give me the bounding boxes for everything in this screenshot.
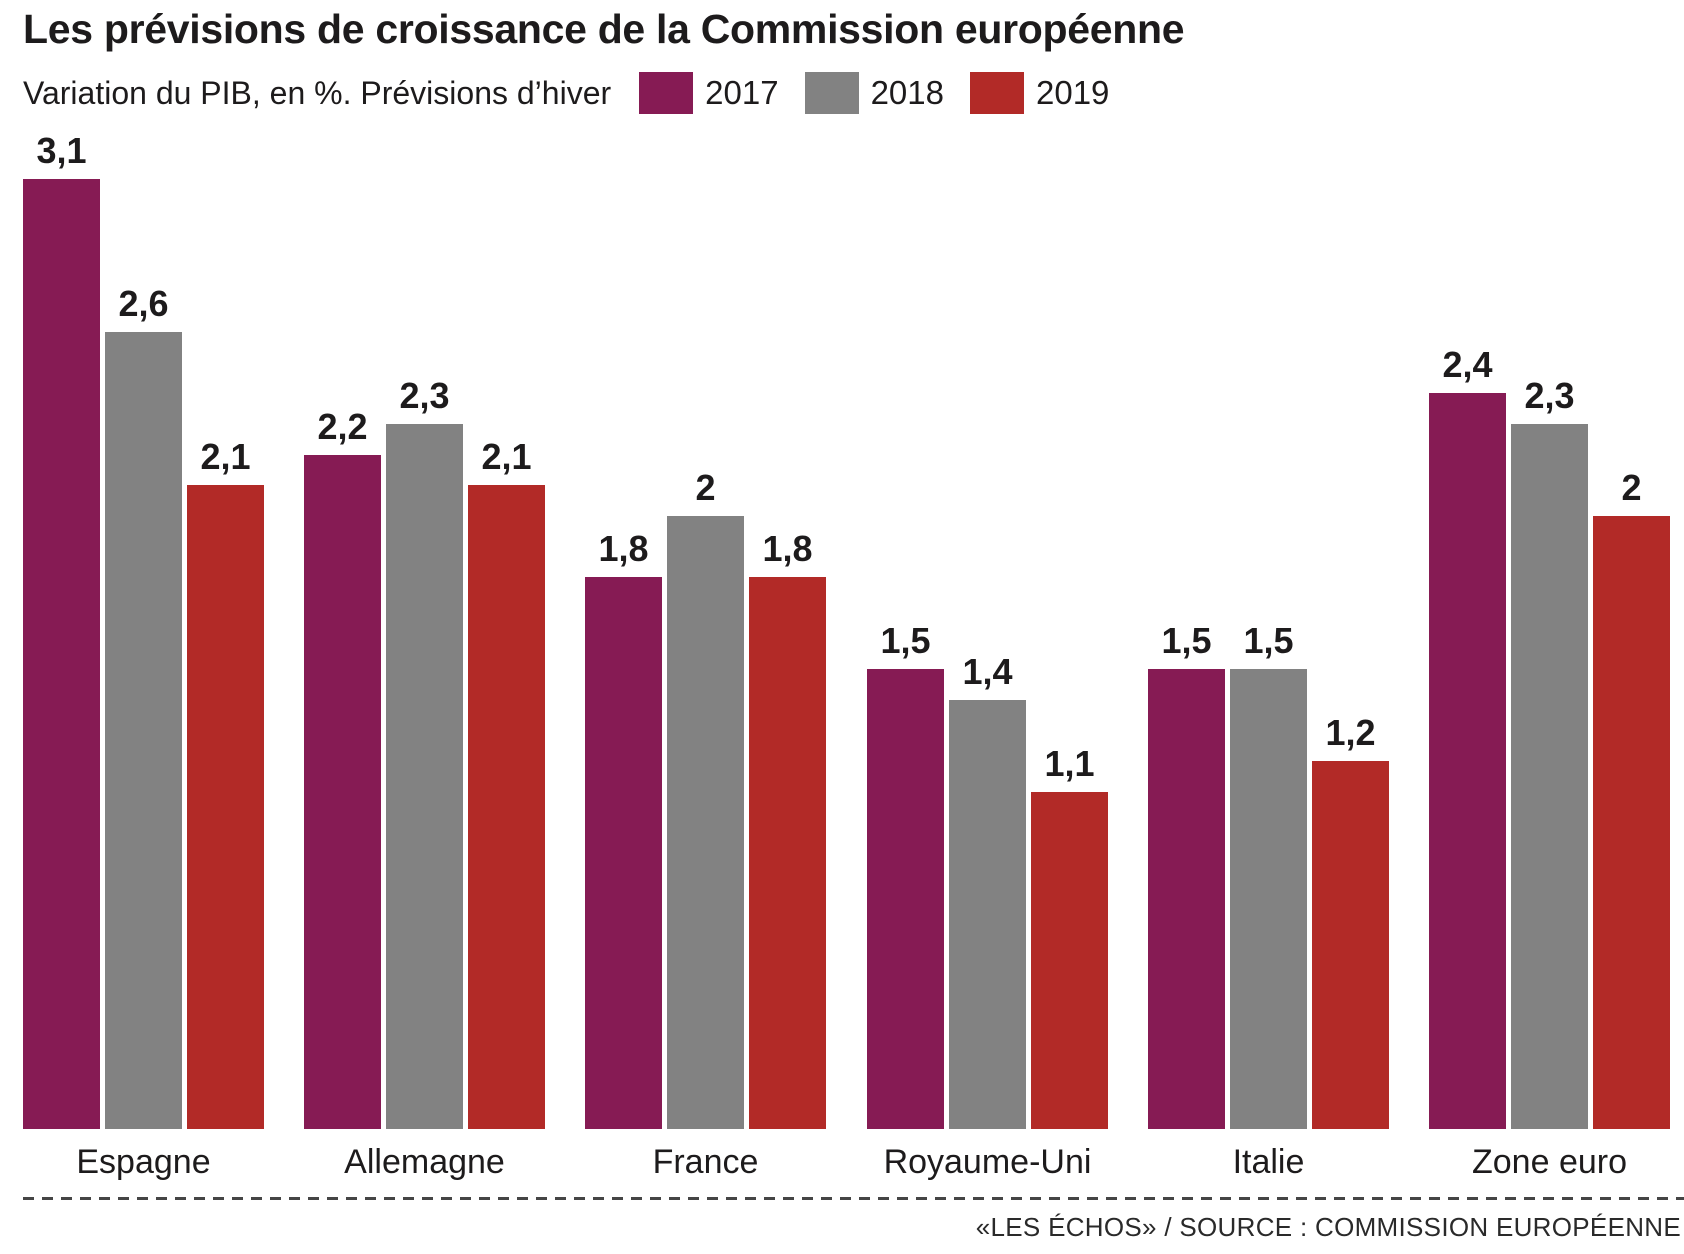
legend-label: 2017 <box>705 74 779 111</box>
bar-value-label: 2,2 <box>317 406 368 447</box>
bar-column-italie-2018: 1,5 <box>1230 623 1307 1129</box>
bar-italie-2018 <box>1230 669 1307 1129</box>
bar-royaume-uni-2017 <box>867 669 944 1129</box>
bar-value-label: 1,2 <box>1325 712 1376 753</box>
bar-column-france-2018: 2 <box>667 470 744 1129</box>
bar-value-label: 3,1 <box>36 130 87 171</box>
bar-group-allemagne: 2,2 2,3 2,1 <box>304 378 545 1129</box>
chart-title: Les prévisions de croissance de la Commi… <box>23 6 1185 52</box>
bar-espagne-2017 <box>23 179 100 1129</box>
bar-column-italie-2019: 1,2 <box>1312 715 1389 1129</box>
legend-label: 2018 <box>870 74 944 111</box>
source-credit: «LES ÉCHOS» / SOURCE : COMMISSION EUROPÉ… <box>975 1212 1681 1242</box>
bar-column-italie-2017: 1,5 <box>1148 623 1225 1129</box>
bar-column-allemagne-2018: 2,3 <box>386 378 463 1129</box>
chart-subtitle: Variation du PIB, en %. Prévisions d’hiv… <box>23 74 612 111</box>
legend-item-2019: 2019 <box>969 72 1110 114</box>
bar-value-label: 2,3 <box>399 375 450 416</box>
divider-dashed-line <box>23 1197 1684 1200</box>
bar-italie-2019 <box>1312 761 1389 1129</box>
chart-area: 3,1 2,6 2,1 2,2 2,3 2,1 1,8 2 1,8 1,5 1,4 1,1 1,5 1,5… <box>0 128 1684 1129</box>
bar-value-label: 1,5 <box>880 620 931 661</box>
bar-allemagne-2018 <box>386 424 463 1129</box>
legend-swatch-2017 <box>639 72 694 114</box>
bar-value-label: 1,8 <box>762 528 813 569</box>
legend-swatch-2018 <box>804 72 859 114</box>
bar-column-espagne-2018: 2,6 <box>105 286 182 1129</box>
bar-group-espagne: 3,1 2,6 2,1 <box>23 133 264 1129</box>
bar-column-allemagne-2017: 2,2 <box>304 409 381 1129</box>
bar-allemagne-2019 <box>468 485 545 1129</box>
bar-royaume-uni-2019 <box>1031 792 1108 1129</box>
bar-value-label: 2,1 <box>481 436 532 477</box>
bar-zone-euro-2019 <box>1593 516 1670 1129</box>
legend: 2017 2018 2019 <box>639 72 1109 114</box>
subtitle-row: Variation du PIB, en %. Prévisions d’hiv… <box>23 68 1109 118</box>
legend-label: 2019 <box>1035 74 1110 111</box>
bar-value-label: 2 <box>695 467 716 508</box>
bar-column-royaume-uni-2017: 1,5 <box>867 623 944 1129</box>
bar-zone-euro-2018 <box>1511 424 1588 1129</box>
category-label-italie: Italie <box>1232 1143 1305 1181</box>
bar-column-espagne-2019: 2,1 <box>187 439 264 1129</box>
bar-column-royaume-uni-2018: 1,4 <box>949 654 1026 1129</box>
category-label-zone-euro: Zone euro <box>1472 1143 1627 1181</box>
bar-value-label: 2,1 <box>200 436 251 477</box>
bar-column-france-2017: 1,8 <box>585 531 662 1129</box>
bar-value-label: 2,4 <box>1442 344 1493 385</box>
bar-value-label: 1,5 <box>1161 620 1212 661</box>
bar-column-zone-euro-2017: 2,4 <box>1429 347 1506 1129</box>
bar-espagne-2018 <box>105 332 182 1129</box>
bar-column-zone-euro-2018: 2,3 <box>1511 378 1588 1129</box>
bar-value-label: 1,1 <box>1044 743 1095 784</box>
bar-value-label: 2 <box>1621 467 1642 508</box>
legend-item-2018: 2018 <box>804 72 944 114</box>
bar-france-2017 <box>585 577 662 1129</box>
category-label-espagne: Espagne <box>76 1143 211 1181</box>
bar-allemagne-2017 <box>304 455 381 1129</box>
bar-value-label: 2,6 <box>118 283 169 324</box>
bar-royaume-uni-2018 <box>949 700 1026 1129</box>
bar-value-label: 2,3 <box>1524 375 1575 416</box>
bar-france-2019 <box>749 577 826 1129</box>
bar-espagne-2019 <box>187 485 264 1129</box>
bar-value-label: 1,5 <box>1243 620 1294 661</box>
bar-column-royaume-uni-2019: 1,1 <box>1031 746 1108 1129</box>
bar-column-zone-euro-2019: 2 <box>1593 470 1670 1129</box>
bar-group-france: 1,8 2 1,8 <box>585 470 826 1129</box>
bar-column-france-2019: 1,8 <box>749 531 826 1129</box>
legend-swatch-2019 <box>969 72 1024 114</box>
bar-zone-euro-2017 <box>1429 393 1506 1129</box>
legend-item-2017: 2017 <box>639 72 779 114</box>
bar-france-2018 <box>667 516 744 1129</box>
bar-value-label: 1,8 <box>598 528 649 569</box>
bar-value-label: 1,4 <box>962 651 1013 692</box>
category-label-allemagne: Allemagne <box>344 1143 505 1181</box>
bar-group-zone-euro: 2,4 2,3 2 <box>1429 347 1670 1129</box>
category-label-france: France <box>652 1143 759 1181</box>
bar-column-allemagne-2019: 2,1 <box>468 439 545 1129</box>
category-label-royaume-uni: Royaume-Uni <box>883 1143 1092 1181</box>
bar-column-espagne-2017: 3,1 <box>23 133 100 1129</box>
bar-group-royaume-uni: 1,5 1,4 1,1 <box>867 623 1108 1129</box>
bar-group-italie: 1,5 1,5 1,2 <box>1148 623 1389 1129</box>
bar-italie-2017 <box>1148 669 1225 1129</box>
